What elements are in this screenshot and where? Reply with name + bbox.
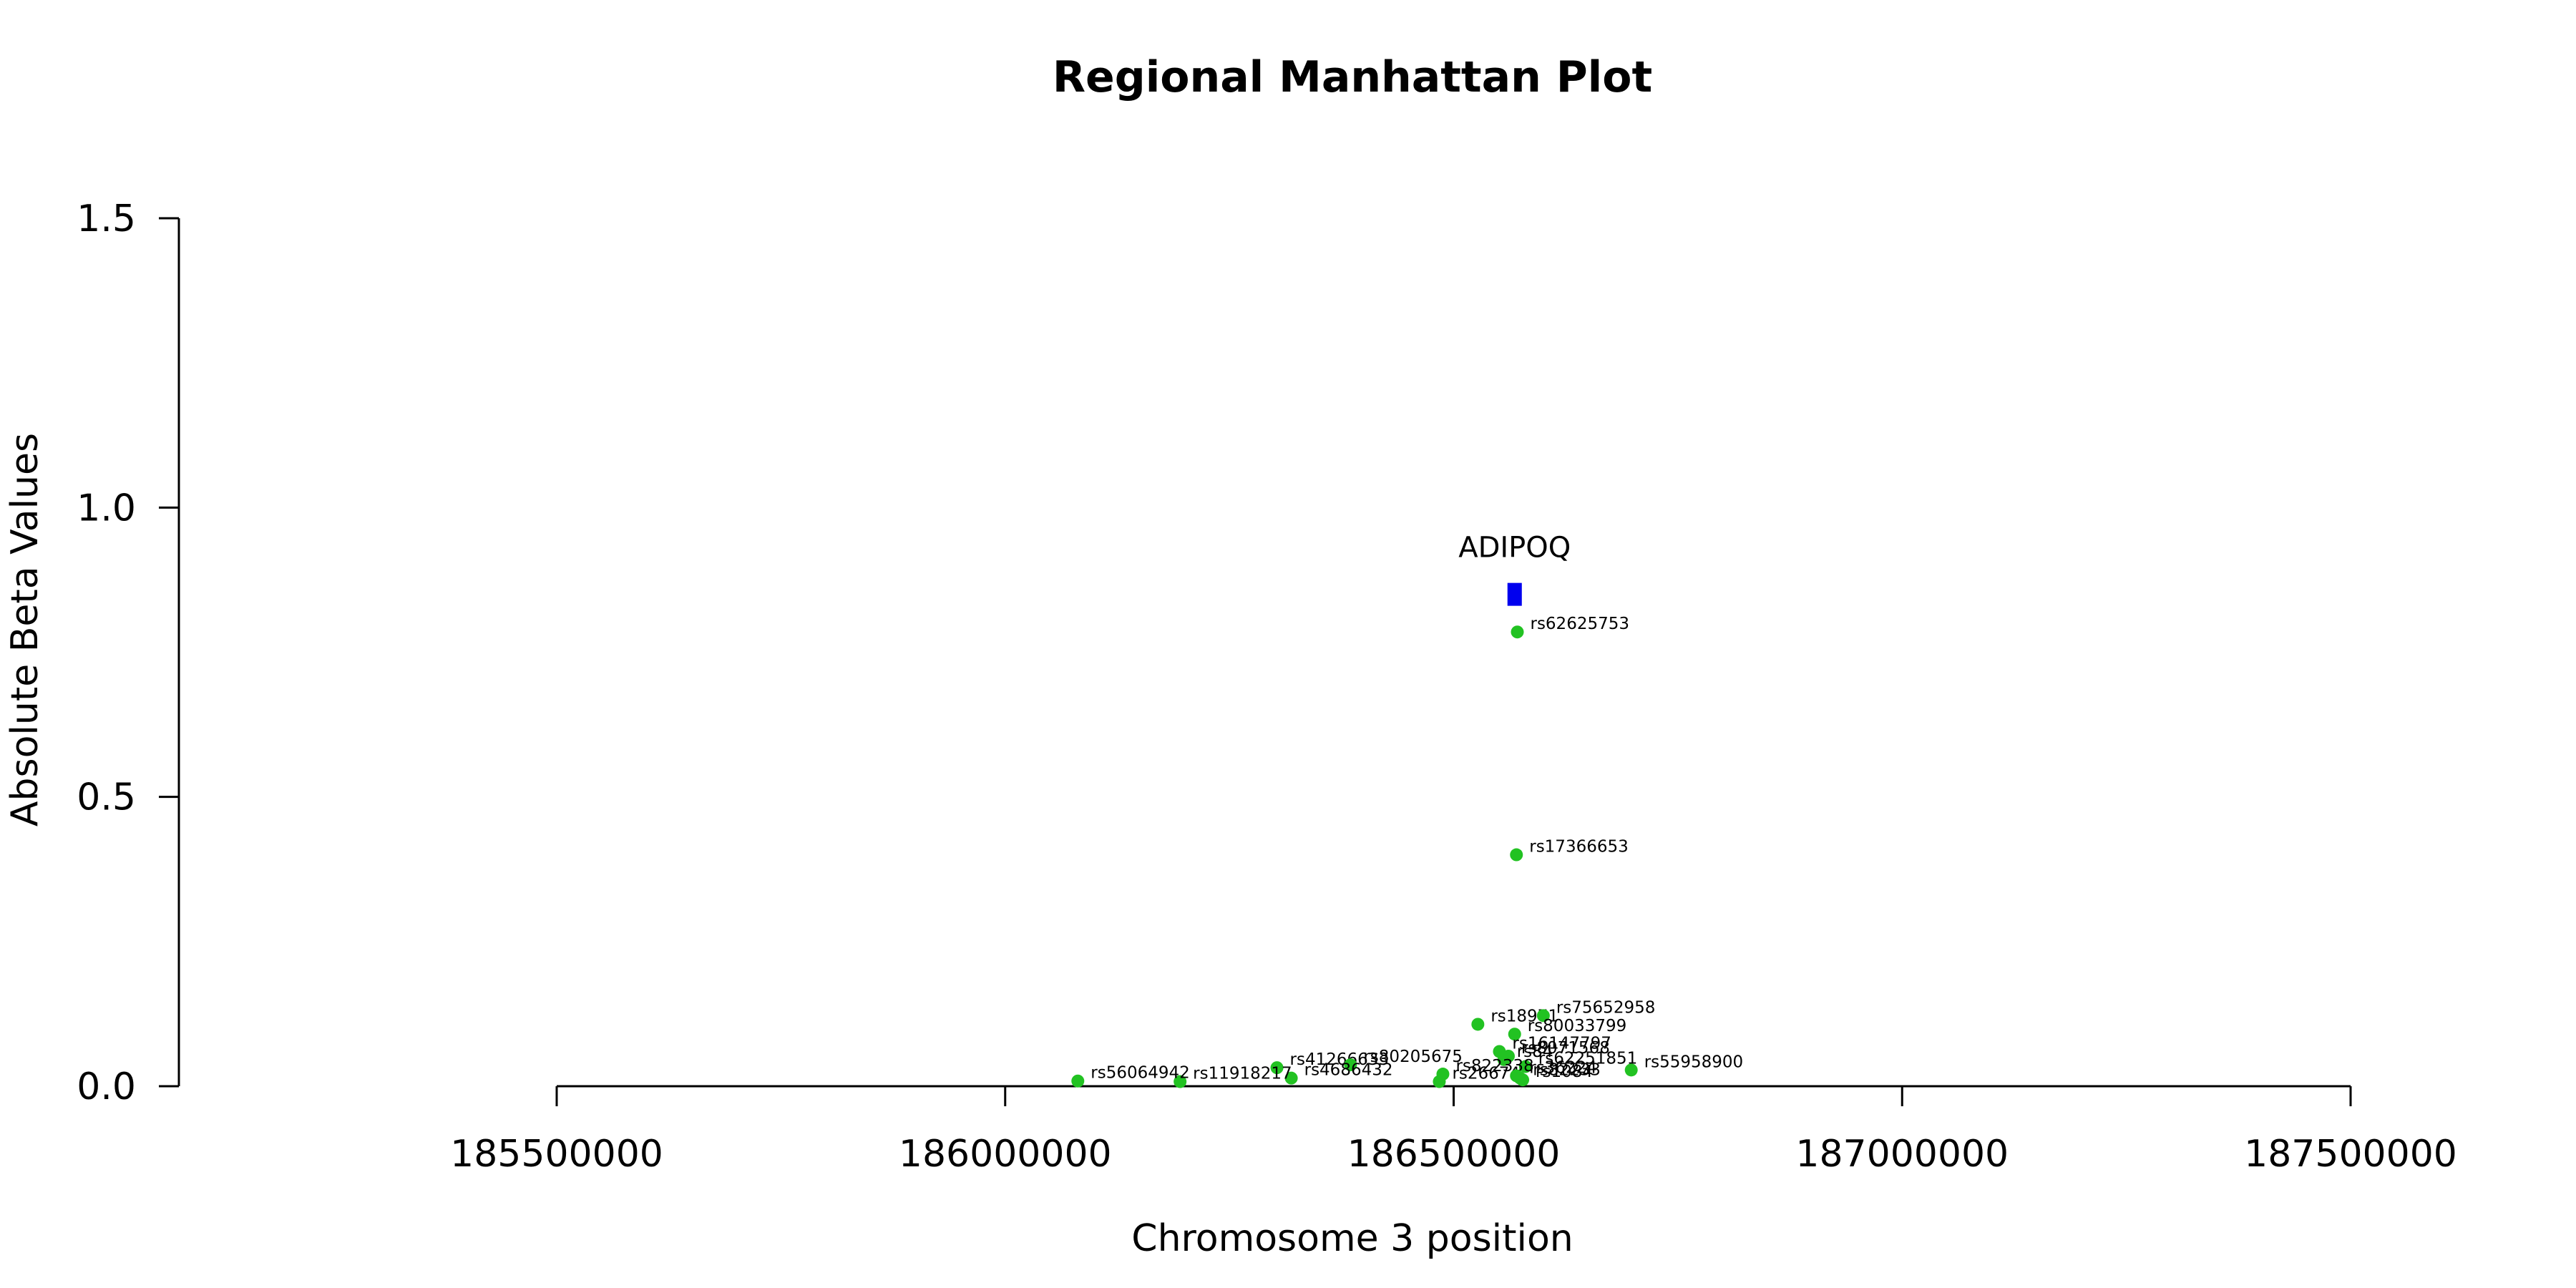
snp-label: rs82233 <box>1533 1061 1601 1080</box>
x-axis: 185500000 186000000 186500000 187000000 1875… <box>450 1085 2457 1176</box>
snp-point <box>1624 1063 1638 1077</box>
snp-label: rs62625753 <box>1530 615 1629 633</box>
snp-point <box>1536 1009 1550 1023</box>
y-tick-label: 0.0 <box>77 1065 136 1108</box>
x-axis-label: Chromosome 3 position <box>1131 1217 1573 1260</box>
snp-point <box>1511 625 1524 639</box>
snp-label: rs4686432 <box>1304 1061 1393 1080</box>
x-tick-label: 186500000 <box>1347 1133 1561 1176</box>
gene-marker <box>1507 582 1522 606</box>
snp-label: rs11918217 <box>1193 1065 1292 1083</box>
gene-track: ADIPOQ <box>1458 532 1571 606</box>
snp-point <box>1284 1071 1298 1085</box>
snp-label: rs80033799 <box>1528 1017 1627 1035</box>
x-tick-label: 187000000 <box>1795 1133 2009 1176</box>
snp-label: rs16147797 <box>1512 1034 1611 1053</box>
snp-label: rs1084 <box>1536 1063 1593 1081</box>
y-axis-label: Absolute Beta Values <box>4 433 47 826</box>
snp-point <box>1433 1075 1446 1088</box>
snp-point <box>1471 1018 1485 1031</box>
y-tick-label: 0.5 <box>77 776 136 819</box>
snp-point <box>1071 1074 1085 1088</box>
snp-point <box>1510 848 1523 862</box>
chart-title: Regional Manhattan Plot <box>1053 52 1652 102</box>
y-axis: 0.0 0.5 1.0 1.5 <box>77 197 180 1108</box>
snp-label: rs41266633 <box>1290 1050 1390 1069</box>
gene-label: ADIPOQ <box>1458 532 1571 565</box>
snp-point <box>1516 1073 1530 1087</box>
snp-label: rs26674 <box>1452 1065 1520 1083</box>
snp-label: rs55958900 <box>1644 1053 1744 1071</box>
snp-label: rs36224 <box>1529 1058 1597 1077</box>
snp-point <box>1270 1061 1284 1075</box>
snp-label: rs84 <box>1517 1043 1553 1061</box>
snp-label: rs80205675 <box>1363 1048 1463 1066</box>
x-tick-label: 187500000 <box>2244 1133 2457 1176</box>
snp-point <box>1344 1058 1357 1072</box>
snp-label: rs56064942 <box>1091 1064 1190 1083</box>
snp-label: rs17366653 <box>1529 838 1629 857</box>
x-tick-label: 185500000 <box>450 1133 663 1176</box>
x-tick-label: 186000000 <box>899 1133 1112 1176</box>
snp-label: rs75652958 <box>1556 998 1656 1017</box>
snp-point <box>1174 1075 1187 1088</box>
y-tick-label: 1.5 <box>77 197 136 240</box>
y-tick-label: 1.0 <box>77 487 136 530</box>
snp-label: rs62251851 <box>1538 1050 1638 1068</box>
snp-point <box>1508 1028 1521 1041</box>
snp-point <box>1518 1060 1532 1073</box>
snp-point <box>1497 1053 1511 1066</box>
snp-points: rs62625753rs17366653rs18971rs75652958rs8… <box>1071 615 1743 1088</box>
snp-label: rs8071568 <box>1521 1039 1610 1058</box>
